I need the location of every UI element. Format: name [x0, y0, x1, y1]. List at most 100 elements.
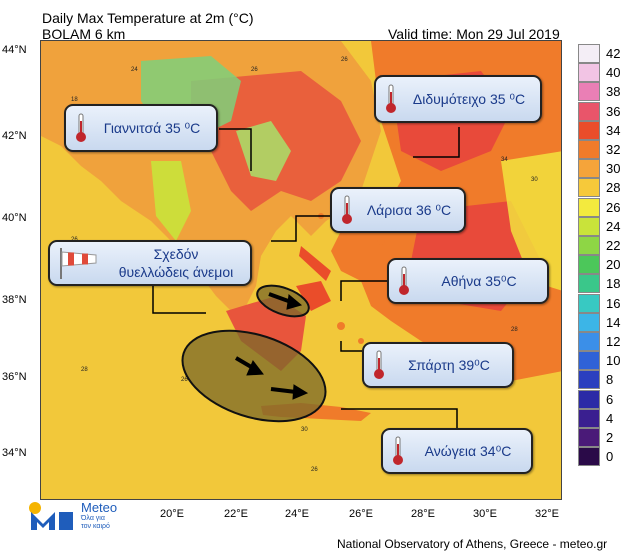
svg-text:30: 30	[531, 177, 538, 183]
lat-label: 40°N	[2, 212, 27, 224]
legend-label: 30	[606, 161, 621, 177]
legend-swatch	[578, 178, 600, 198]
callout-larisa: Λάρισα 36 ⁰C	[330, 187, 466, 233]
legend-swatch	[578, 274, 600, 294]
legend-swatch	[578, 332, 600, 351]
legend-label: 18	[606, 276, 621, 292]
legend-label: 8	[606, 372, 614, 388]
legend-label: 26	[606, 199, 621, 215]
thermometer-icon	[76, 113, 86, 142]
svg-text:28: 28	[81, 367, 88, 373]
legend-swatch	[578, 140, 600, 159]
island	[358, 338, 364, 344]
legend-label: 24	[606, 218, 621, 234]
meteo-logo: Meteo Όλα για τον καιρό	[29, 500, 149, 541]
model-name: BOLAM 6 km	[42, 26, 126, 42]
legend-swatch	[578, 293, 600, 313]
callout-didymoteicho-text: Διδυμότειχο 35 ⁰C	[412, 90, 526, 107]
island	[377, 237, 385, 245]
lon-label: 30°E	[473, 508, 497, 520]
wind-arrow	[234, 356, 264, 376]
anatolia-cool	[501, 151, 561, 291]
legend-label: 38	[606, 84, 621, 100]
callout-larisa-text: Λάρισα 36 ⁰C	[366, 201, 452, 218]
callout-giannitsa-text: Γιαννιτσά 35 ⁰C	[103, 119, 201, 136]
lon-label: 24°E	[285, 508, 309, 520]
lat-label: 36°N	[2, 371, 27, 383]
legend-label: 22	[606, 238, 621, 253]
legend-swatch	[578, 44, 600, 63]
legend-swatch	[578, 63, 600, 83]
legend-label: 10	[606, 353, 621, 369]
legend-swatch	[578, 255, 600, 275]
legend-swatch	[578, 312, 600, 332]
legend-swatch	[578, 236, 600, 255]
lon-label: 28°E	[411, 508, 435, 520]
legend-label: 0	[606, 449, 614, 465]
legend-swatch	[578, 408, 600, 428]
legend-swatch	[578, 197, 600, 217]
legend-label: 34	[606, 122, 621, 138]
windsock-icon	[60, 248, 97, 279]
legend-label: 36	[606, 103, 621, 119]
legend-label: 42	[606, 46, 621, 61]
legend-swatch	[578, 428, 600, 447]
meteo-logo-icon	[29, 502, 73, 530]
legend-label: 6	[606, 391, 614, 407]
thermometer-icon	[399, 266, 409, 295]
callout-winds-line1: Σχεδόν	[153, 246, 199, 262]
callout-winds: Σχεδόν θυελλώδεις άνεμοι	[48, 240, 252, 286]
svg-text:24: 24	[131, 67, 138, 73]
lat-label: 34°N	[2, 447, 27, 459]
legend-label: 20	[606, 257, 621, 273]
mountain-zone-2	[236, 121, 291, 181]
svg-text:28: 28	[511, 327, 518, 333]
callout-anogeia: Ανώγεια 34⁰C	[381, 428, 533, 474]
lon-label: 26°E	[349, 508, 373, 520]
svg-text:18: 18	[71, 97, 78, 103]
callout-athina: Αθήνα 35⁰C	[387, 258, 549, 304]
thermometer-icon	[374, 350, 384, 379]
callout-sparti-text: Σπάρτη 39⁰C	[408, 356, 490, 373]
valid-time: Valid time: Mon 29 Jul 2019	[388, 26, 560, 42]
legend-label: 40	[606, 65, 621, 81]
wind-arrow	[270, 384, 309, 400]
legend-swatch	[578, 389, 600, 409]
legend-swatch	[578, 101, 600, 121]
callout-didymoteicho: Διδυμότειχο 35 ⁰C	[374, 75, 542, 123]
callout-anogeia-text: Ανώγεια 34⁰C	[424, 442, 512, 459]
lat-label: 42°N	[2, 130, 27, 142]
legend-swatch	[578, 351, 600, 371]
legend-swatch	[578, 159, 600, 179]
footer-credit: National Observatory of Athens, Greece -…	[337, 537, 608, 551]
callout-leaders	[152, 127, 460, 429]
callout-giannitsa: Γιαννιτσά 35 ⁰C	[64, 104, 218, 152]
svg-text:30: 30	[301, 427, 308, 433]
legend-swatch	[578, 370, 600, 390]
legend-label: 32	[606, 142, 621, 157]
logo-tagline-2: τον καιρό	[81, 523, 110, 530]
lat-label: 44°N	[2, 44, 27, 56]
callout-athina-text: Αθήνα 35⁰C	[441, 272, 517, 289]
thermometer-icon	[342, 195, 352, 224]
svg-text:26: 26	[181, 377, 188, 383]
lon-label: 20°E	[160, 508, 184, 520]
legend-swatch	[578, 447, 600, 467]
thermometer-icon	[393, 436, 403, 465]
svg-text:26: 26	[311, 467, 318, 473]
thermometer-icon	[386, 84, 396, 113]
legend-swatch	[578, 216, 600, 236]
callout-winds-line2: θυελλώδεις άνεμοι	[118, 264, 234, 280]
legend-swatch	[578, 82, 600, 102]
svg-text:34: 34	[501, 157, 508, 163]
wind-region-peloponnese	[181, 329, 327, 423]
lat-label: 38°N	[2, 294, 27, 306]
euboea	[299, 246, 331, 281]
island	[337, 322, 345, 330]
logo-name: Meteo	[81, 500, 118, 515]
legend-label: 12	[606, 334, 621, 349]
legend-label: 28	[606, 180, 621, 196]
legend-label: 2	[606, 430, 614, 445]
legend-swatch	[578, 120, 600, 140]
lon-label: 32°E	[535, 508, 559, 520]
